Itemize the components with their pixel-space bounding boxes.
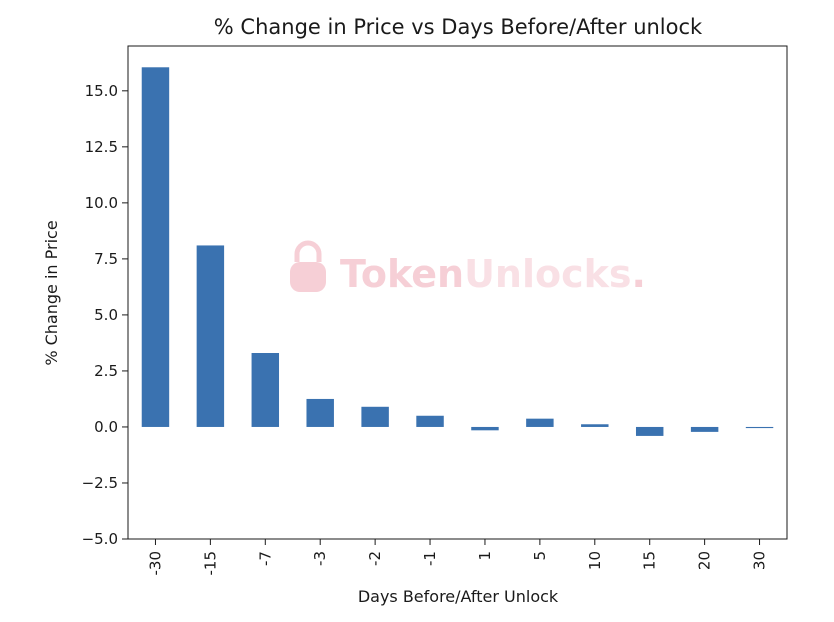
watermark: TokenUnlocks. xyxy=(290,240,646,296)
x-tick-label: 20 xyxy=(696,551,714,570)
x-tick-label: -7 xyxy=(256,551,274,566)
y-tick-label: 5.0 xyxy=(94,306,118,324)
x-tick-label: 5 xyxy=(531,551,549,561)
bar--30 xyxy=(141,67,170,427)
plot-frame xyxy=(127,45,788,540)
y-tick-label: 7.5 xyxy=(94,250,118,268)
watermark-text: TokenUnlocks. xyxy=(340,252,646,296)
bar-1 xyxy=(471,426,499,431)
x-tick-label: -30 xyxy=(146,551,164,576)
x-tick-label: 15 xyxy=(641,551,659,570)
watermark-text-unlocks: Unlocks xyxy=(464,252,631,296)
x-axis-label: Days Before/After Unlock xyxy=(358,587,559,606)
bar-15 xyxy=(635,426,664,436)
bar-5 xyxy=(526,418,554,427)
x-tick-label: 1 xyxy=(476,551,494,561)
watermark-text-token: Token xyxy=(340,252,464,296)
watermark-text-dot: . xyxy=(632,252,646,296)
bar--15 xyxy=(196,245,225,427)
y-tick-label: 0.0 xyxy=(94,418,118,436)
y-tick-label: 15.0 xyxy=(85,82,118,100)
bar--3 xyxy=(306,398,334,427)
y-axis-label: % Change in Price xyxy=(42,220,61,365)
bar-30 xyxy=(745,426,774,429)
bar-10 xyxy=(581,424,609,427)
bar--2 xyxy=(361,406,389,427)
x-tick-label: -3 xyxy=(311,551,329,566)
y-tick-label: 2.5 xyxy=(94,362,118,380)
x-tick-label: -1 xyxy=(421,551,439,566)
y-tick-label: 12.5 xyxy=(85,138,118,156)
y-axis-ticks: −5.0 −2.5 0.0 2.5 5.0 7.5 10.0 12.5 15.0 xyxy=(82,82,128,548)
bar-20 xyxy=(690,426,719,432)
x-tick-label: -15 xyxy=(201,551,219,576)
chart-title: % Change in Price vs Days Before/After u… xyxy=(214,15,703,39)
y-tick-label: 10.0 xyxy=(85,194,118,212)
y-tick-label: −2.5 xyxy=(82,474,118,492)
bars-group xyxy=(141,67,774,436)
y-tick-label: −5.0 xyxy=(82,530,118,548)
bar--1 xyxy=(416,415,444,427)
x-tick-label: 10 xyxy=(586,551,604,570)
x-axis-ticks: -30 -15 -7 -3 -2 -1 1 5 10 15 20 30 xyxy=(146,539,769,576)
bar--7 xyxy=(251,353,280,427)
x-tick-label: -2 xyxy=(366,551,384,566)
lock-icon xyxy=(290,240,326,292)
x-tick-label: 30 xyxy=(751,551,769,570)
